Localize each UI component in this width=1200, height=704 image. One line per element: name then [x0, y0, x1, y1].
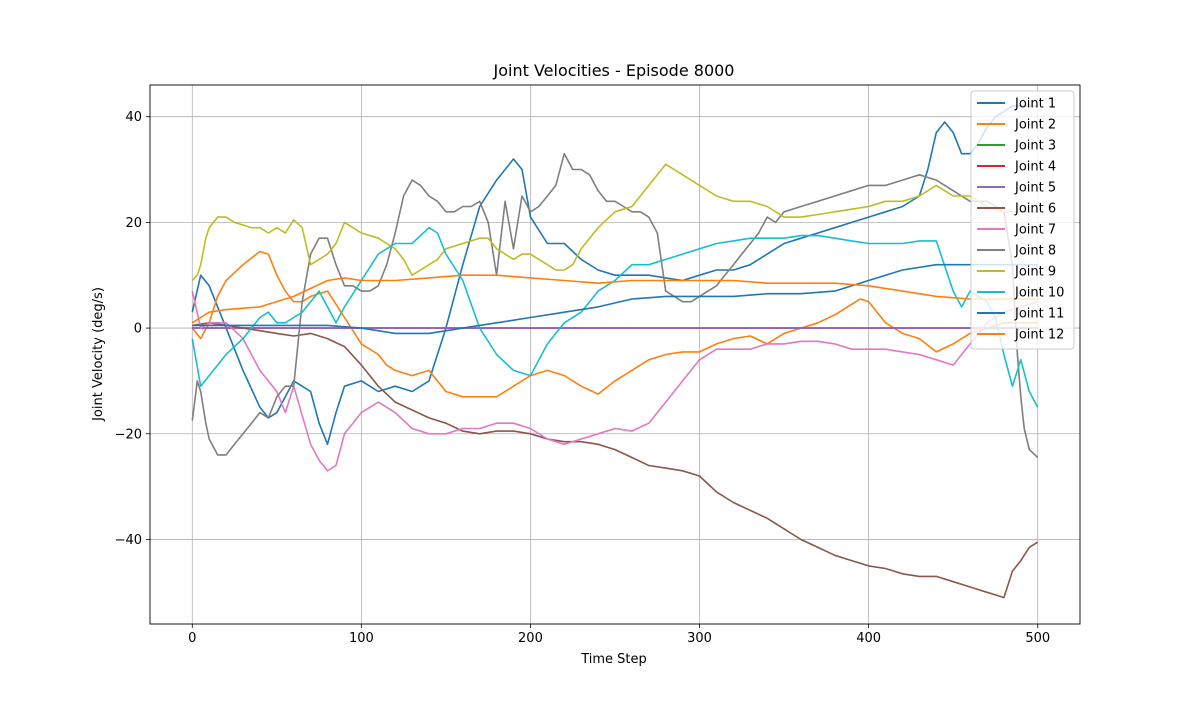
axes-frame [149, 84, 1081, 625]
series-line-joint-6 [192, 321, 1039, 599]
series-line-joint-9 [191, 163, 1038, 282]
legend-label: Joint 9 [1014, 265, 1056, 280]
legend-label: Joint 3 [1014, 139, 1056, 154]
chart-title: Joint Velocities - Episode 8000 [493, 61, 735, 80]
series-lines [191, 105, 1039, 599]
x-tick-label: 500 [1025, 631, 1050, 646]
legend-box [970, 90, 1075, 350]
series-line-joint-11 [192, 263, 1038, 335]
legend-label: Joint 4 [1014, 160, 1056, 175]
series-line-joint-10 [191, 226, 1039, 408]
legend-label: Joint 7 [1014, 223, 1056, 238]
legend-label: Joint 5 [1014, 181, 1056, 196]
y-axis-label: Joint Velocity (deg/s) [91, 287, 106, 422]
x-tick-label: 400 [856, 631, 881, 646]
y-tick-label: 0 [134, 322, 142, 337]
legend-label: Joint 10 [1014, 286, 1064, 301]
tick-marks: 0 100 200 300 400 500 −40 −20 0 20 40 [115, 110, 1051, 646]
legend-label: Joint 2 [1014, 118, 1056, 133]
series-line-joint-12 [191, 274, 1038, 324]
x-tick-label: 300 [687, 631, 712, 646]
x-axis-label: Time Step [580, 652, 647, 667]
legend-label: Joint 6 [1014, 202, 1056, 217]
y-tick-label: −40 [115, 533, 142, 548]
y-tick-label: −20 [115, 427, 142, 442]
legend-label: Joint 11 [1014, 307, 1064, 322]
plot-area-border [149, 84, 1081, 625]
series-line-joint-7 [191, 290, 1038, 472]
y-tick-label: 40 [125, 110, 142, 125]
series-line-joint-2 [191, 250, 1038, 398]
legend-label: Joint 12 [1014, 328, 1064, 343]
x-tick-label: 200 [518, 631, 543, 646]
series-line-joint-8 [191, 152, 1039, 459]
y-tick-label: 20 [125, 216, 142, 231]
x-tick-label: 0 [188, 631, 196, 646]
legend-label: Joint 1 [1014, 97, 1056, 112]
series-line-joint-1 [191, 105, 1038, 446]
x-tick-label: 100 [349, 631, 374, 646]
legend-label: Joint 8 [1014, 244, 1056, 259]
legend: Joint 1 Joint 2 Joint 3 Joint 4 Joint 5 Joint… [970, 90, 1075, 350]
